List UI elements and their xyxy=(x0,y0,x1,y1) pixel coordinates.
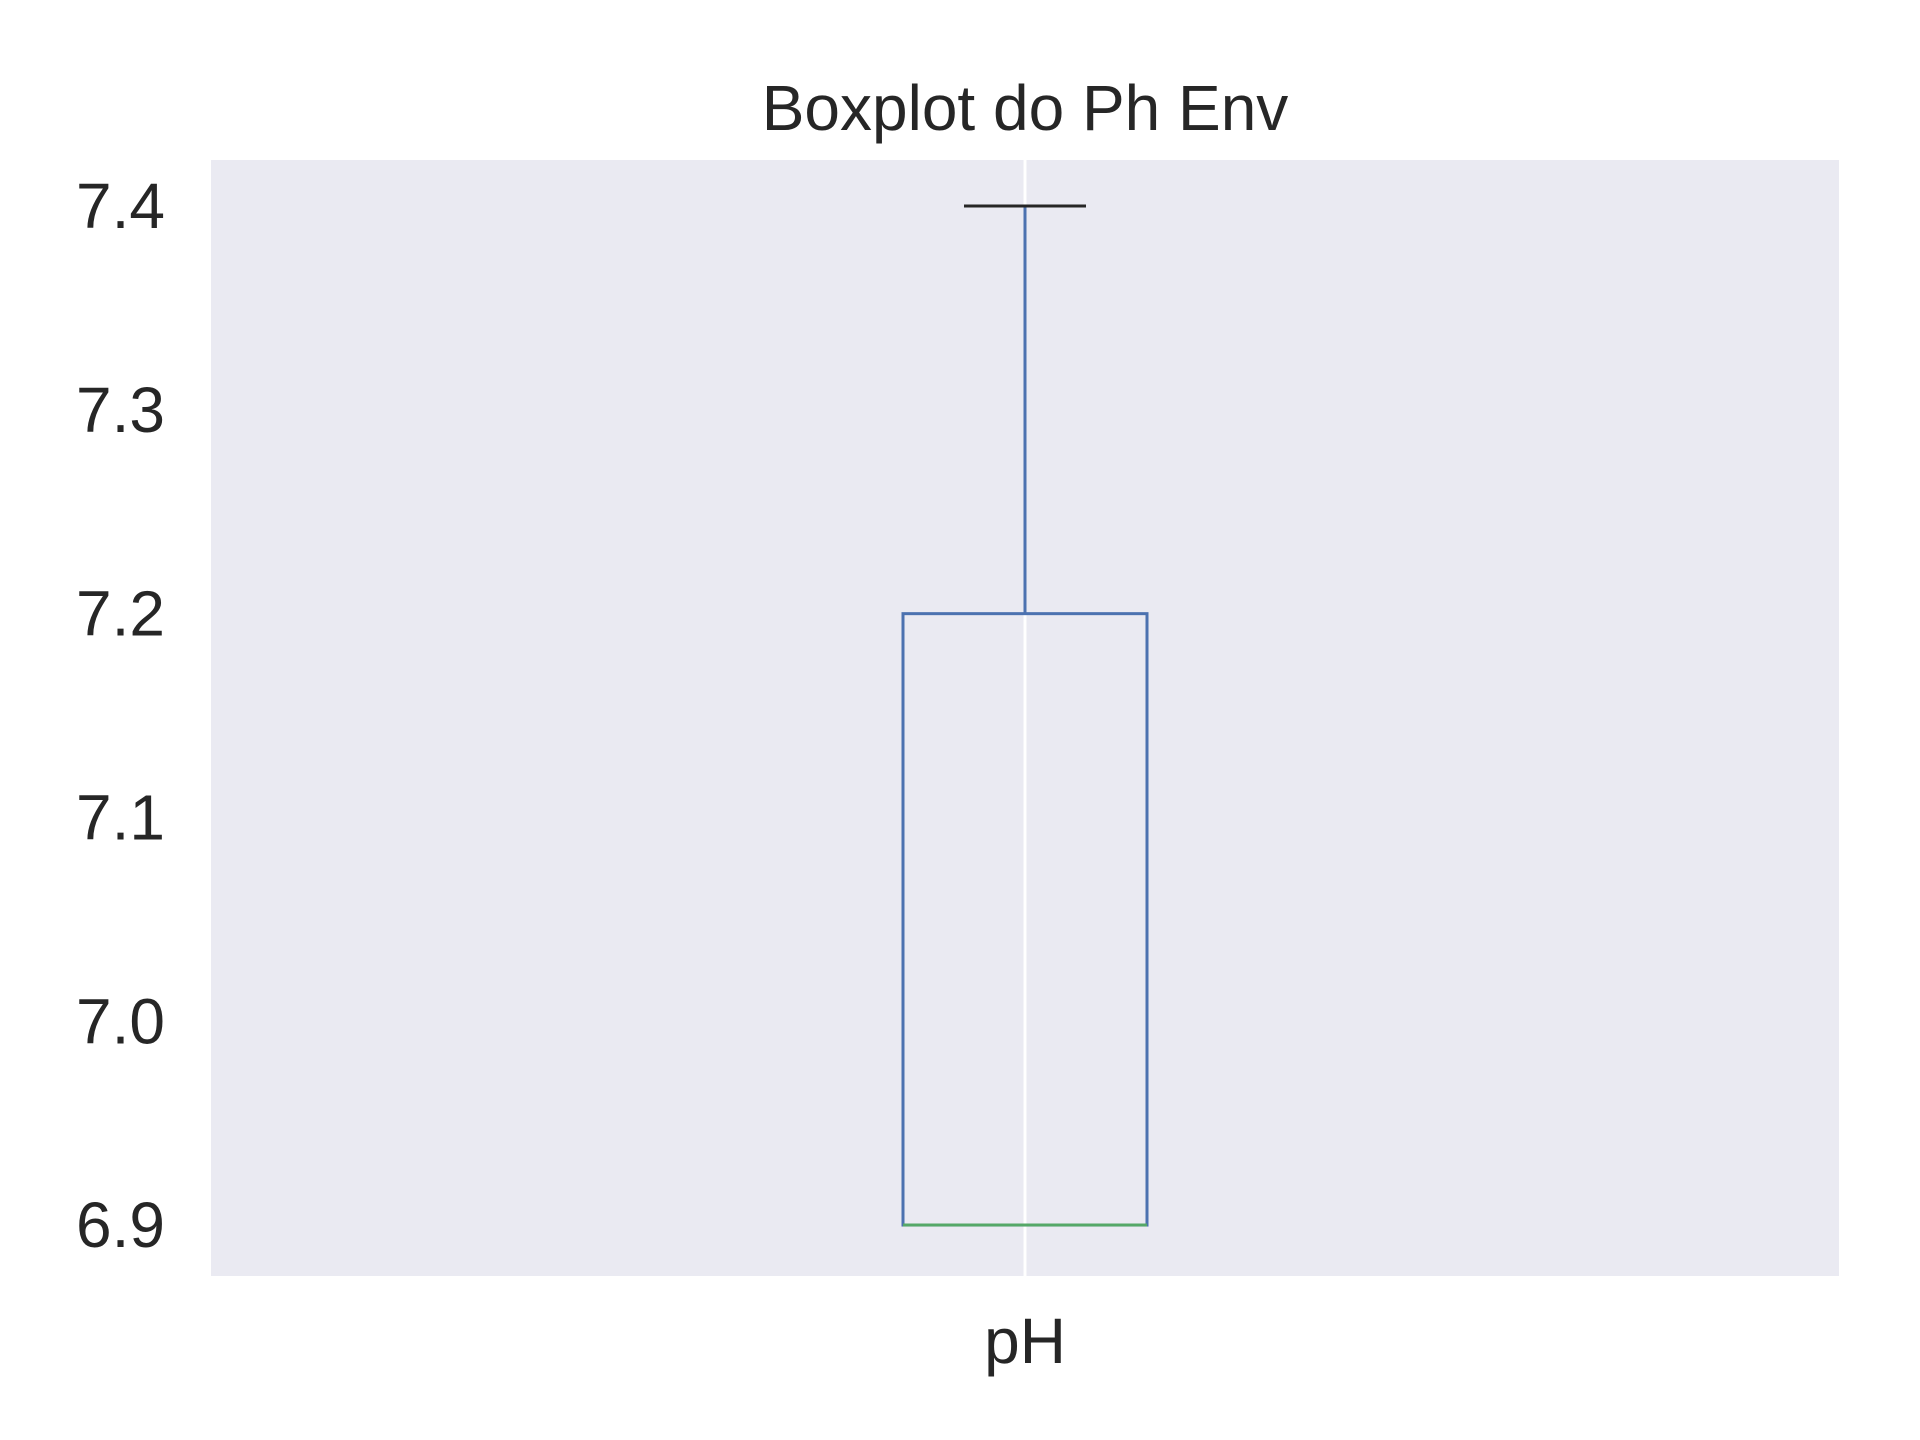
y-tick-label: 7.3 xyxy=(76,374,165,446)
y-tick-labels: 6.9 7.0 7.1 7.2 7.3 7.4 xyxy=(76,170,165,1261)
x-tick-labels: pH xyxy=(984,1305,1066,1377)
y-tick-label: 7.4 xyxy=(76,170,165,242)
y-tick-label: 7.1 xyxy=(76,781,165,853)
y-tick-label: 6.9 xyxy=(76,1189,165,1261)
y-tick-label: 7.0 xyxy=(76,985,165,1057)
chart-title: Boxplot do Ph Env xyxy=(762,72,1289,144)
x-tick-label: pH xyxy=(984,1305,1066,1377)
box-layer xyxy=(901,204,1149,1227)
y-tick-label: 7.2 xyxy=(76,578,165,650)
